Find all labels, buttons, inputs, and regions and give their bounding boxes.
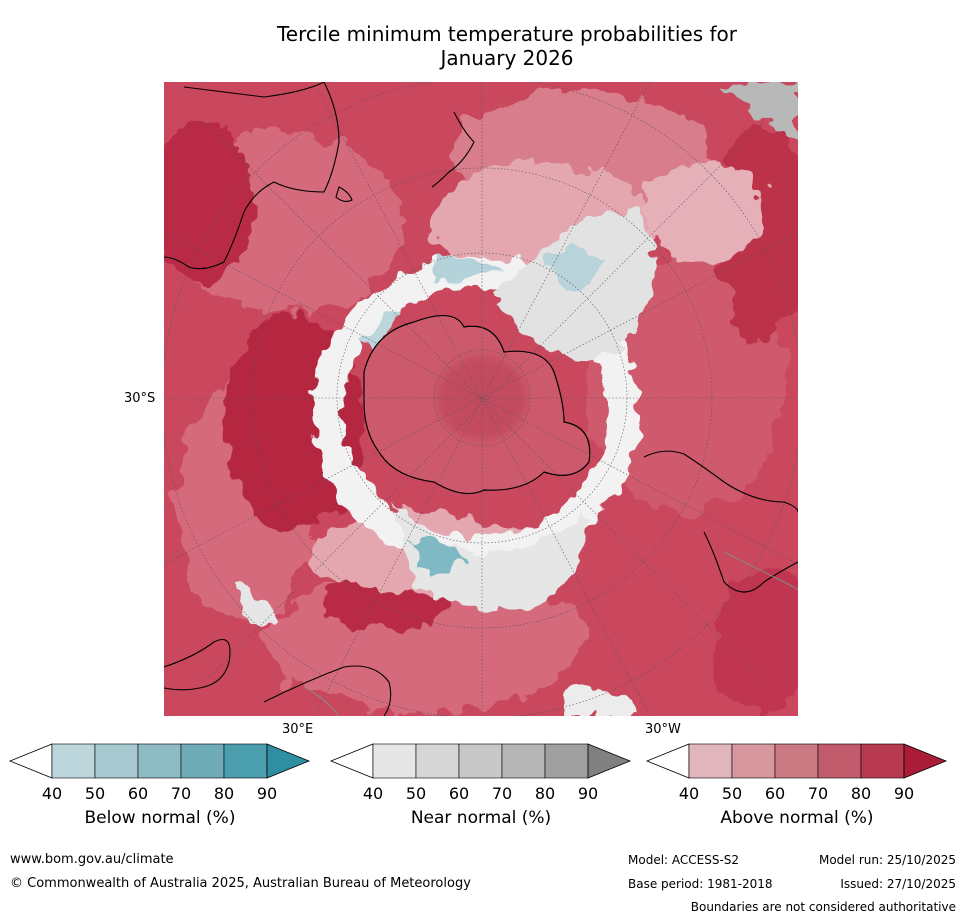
colorbar-segment <box>501 743 546 779</box>
colorbar-segment <box>458 743 503 779</box>
colorbar-segment <box>860 743 905 779</box>
colorbar-segment <box>137 743 182 779</box>
title-line-2: January 2026 <box>440 46 574 70</box>
colorbar-segment <box>180 743 225 779</box>
coastlines <box>164 82 798 716</box>
chart-title: Tercile minimum temperature probabilitie… <box>200 22 814 70</box>
colorbar-near <box>329 743 632 779</box>
colorbar-segment <box>94 743 139 779</box>
legend-tick-label: 80 <box>534 784 556 803</box>
legend-tick-label: 90 <box>577 784 599 803</box>
footer-model: Model: ACCESS-S2 <box>628 853 740 867</box>
legend-tick-label: 70 <box>170 784 192 803</box>
legend-tick-label: 50 <box>84 784 106 803</box>
legend-tick-label: 80 <box>850 784 872 803</box>
colorbar-segment <box>223 743 268 779</box>
legend-tick-label: 80 <box>213 784 235 803</box>
colorbar-segment <box>731 743 776 779</box>
colorbar-segment <box>817 743 862 779</box>
legend-tick-label: 60 <box>448 784 470 803</box>
colorbar-segment <box>544 743 589 779</box>
legend-title-near: Near normal (%) <box>410 808 552 828</box>
legend-below-normal <box>8 742 311 782</box>
footer-copyright: © Commonwealth of Australia 2025, Austra… <box>10 876 471 891</box>
footer-url: www.bom.gov.au/climate <box>10 852 174 867</box>
colorbar-low-extension <box>329 743 374 779</box>
colorbar-segment <box>415 743 460 779</box>
legend-tick-label: 40 <box>41 784 63 803</box>
legend-title-above: Above normal (%) <box>720 808 874 828</box>
probability-map <box>164 82 798 716</box>
map-svg <box>164 82 798 716</box>
legend-tick-label: 70 <box>491 784 513 803</box>
legend-tick-label: 60 <box>764 784 786 803</box>
colorbar-low-extension <box>8 743 53 779</box>
colorbar-high-extension <box>266 743 311 779</box>
lat-label-30s: 30°S <box>124 391 156 406</box>
legend-tick-label: 90 <box>893 784 915 803</box>
colorbar-below <box>8 743 311 779</box>
colorbar-segment <box>51 743 96 779</box>
colorbar-high-extension <box>903 743 948 779</box>
legend-tick-label: 70 <box>807 784 829 803</box>
colorbar-low-extension <box>645 743 690 779</box>
legend-tick-label: 60 <box>127 784 149 803</box>
footer-disclaimer: Boundaries are not considered authoritat… <box>690 900 956 914</box>
footer-base-period: Base period: 1981-2018 <box>628 877 773 891</box>
legend-above-normal <box>645 742 948 782</box>
legend-tick-label: 40 <box>362 784 384 803</box>
legend-tick-label: 50 <box>721 784 743 803</box>
legend-tick-label: 40 <box>678 784 700 803</box>
graticule <box>164 82 798 716</box>
colorbar-above <box>645 743 948 779</box>
colorbar-segment <box>774 743 819 779</box>
colorbar-segment <box>688 743 733 779</box>
footer-model-run: Model run: 25/10/2025 <box>818 853 956 867</box>
legend-title-below: Below normal (%) <box>84 808 236 828</box>
title-line-1: Tercile minimum temperature probabilitie… <box>276 22 738 46</box>
lon-label-30e: 30°E <box>282 722 314 737</box>
legend-tick-label: 50 <box>405 784 427 803</box>
near-normal-ring <box>234 82 798 716</box>
legend-near-normal <box>329 742 632 782</box>
lon-label-30w: 30°W <box>645 722 681 737</box>
legend-tick-label: 90 <box>256 784 278 803</box>
colorbar-high-extension <box>587 743 632 779</box>
footer-issued: Issued: 27/10/2025 <box>840 877 956 891</box>
colorbar-segment <box>372 743 417 779</box>
country-boundaries <box>303 551 798 716</box>
